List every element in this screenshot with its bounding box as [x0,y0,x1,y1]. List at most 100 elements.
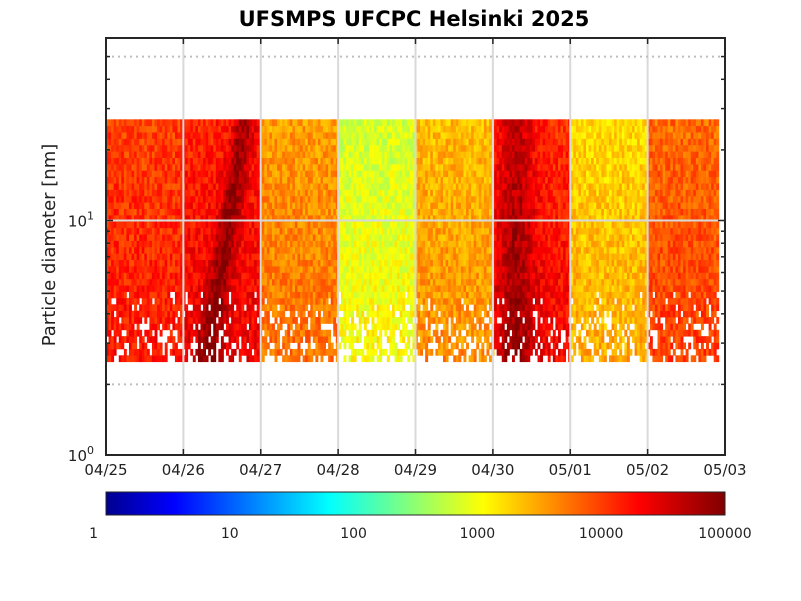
heatmap-cell [174,342,178,350]
heatmap-cell [425,208,429,216]
heatmap-cell [220,227,224,235]
heatmap-cell [351,272,355,280]
heatmap-cell [248,323,252,331]
heatmap-cell [440,138,444,146]
heatmap-cell [261,202,265,210]
heatmap-cell [445,157,449,165]
heatmap-cell [185,195,189,203]
heatmap-cell [157,157,161,165]
heatmap-cell [195,297,199,305]
heatmap-cell [243,266,247,273]
heatmap-cell [180,132,183,139]
heatmap-cell [208,310,212,318]
heatmap-cell [251,266,255,273]
heatmap-cell [351,221,355,229]
heatmap-cell [399,119,403,127]
heatmap-cell [246,163,250,171]
heatmap-cell [113,132,117,139]
heatmap-cell [402,317,406,324]
heatmap-cell [157,144,161,152]
heatmap-cell [228,183,232,190]
heatmap-cell [111,304,115,312]
heatmap-cell [282,138,286,146]
heatmap-cell [106,259,109,267]
heatmap-cell [445,266,449,273]
heatmap-cell [432,202,436,210]
heatmap-cell [292,266,296,273]
heatmap-cell [323,246,326,254]
heatmap-cell [134,278,138,286]
heatmap-cell [213,125,217,133]
heatmap-cell [340,202,344,210]
heatmap-cell [333,246,337,254]
heatmap-cell [292,234,296,241]
heatmap-cell [126,329,130,337]
heatmap-cell [404,253,408,261]
heatmap-cell [443,234,446,241]
heatmap-cell [118,310,122,318]
heatmap-cell [139,144,143,152]
heatmap-cell [397,266,401,273]
heatmap-cell [427,348,431,356]
heatmap-cell [294,119,298,127]
heatmap-cell [108,304,112,312]
heatmap-cell [116,285,120,292]
heatmap-cell [159,208,163,216]
heatmap-cell [274,285,278,292]
heatmap-cell [399,329,403,337]
heatmap-cell [141,348,145,356]
heatmap-cell [417,144,421,152]
heatmap-cell [320,272,324,280]
heatmap-cell [386,208,390,216]
heatmap-cell [300,253,304,261]
heatmap-cell [266,291,270,299]
heatmap-cell [162,170,166,178]
heatmap-cell [317,195,321,203]
heatmap-cell [363,355,367,363]
heatmap-cell [333,170,337,178]
heatmap-cell [236,138,240,146]
heatmap-cell [394,304,398,312]
heatmap-cell [379,355,383,363]
heatmap-cell [440,119,444,127]
heatmap-cell [223,278,227,286]
heatmap-cell [333,304,337,312]
heatmap-cell [151,176,155,184]
heatmap-cell [254,278,258,286]
heatmap-cell [399,214,403,222]
heatmap-cell [248,336,252,343]
heatmap-cell [231,125,235,133]
heatmap-cell [123,323,127,331]
heatmap-cell [134,317,138,324]
heatmap-cell [157,355,161,363]
heatmap-cell [310,266,314,273]
heatmap-cell [277,310,281,318]
heatmap-cell [435,285,439,292]
heatmap-cell [417,183,421,190]
heatmap-cell [338,221,342,229]
heatmap-cell [121,355,125,363]
heatmap-cell [128,234,132,241]
heatmap-cell [108,221,112,229]
heatmap-cell [197,317,201,324]
heatmap-cell [391,317,395,324]
heatmap-cell [330,310,334,318]
heatmap-cell [233,266,237,273]
heatmap-cell [192,278,196,286]
heatmap-cell [128,208,132,216]
heatmap-cell [146,246,150,254]
heatmap-cell [139,163,143,171]
heatmap-cell [243,221,247,229]
heatmap-cell [269,297,273,305]
heatmap-cell [177,266,181,273]
heatmap-cell [376,246,380,254]
heatmap-cell [402,170,406,178]
heatmap-cell [172,202,176,210]
heatmap-cell [346,310,349,318]
heatmap-cell [144,221,148,229]
heatmap-cell [284,272,288,280]
heatmap-cell [164,304,168,312]
heatmap-cell [167,138,171,146]
heatmap-cell [121,132,125,139]
heatmap-cell [356,310,360,318]
